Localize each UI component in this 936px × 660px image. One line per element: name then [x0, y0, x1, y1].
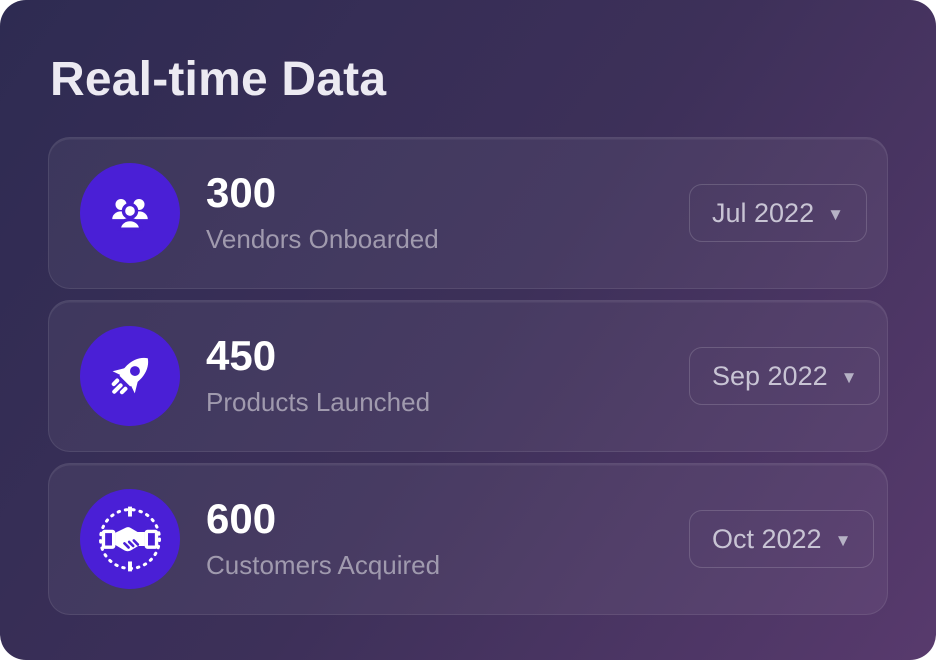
products-period-value: Sep 2022	[712, 360, 828, 391]
stat-card-products: 450 Products Launched Sep 2022 ▼	[48, 300, 888, 452]
people-group-icon	[112, 198, 148, 231]
customers-label: Customers Acquired	[206, 550, 441, 581]
vendors-period-value: Jul 2022	[712, 197, 815, 228]
vendors-label: Vendors Onboarded	[206, 224, 439, 255]
stat-card-customers: 600 Customers Acquired Oct 2022 ▼	[48, 463, 888, 615]
stat-card-vendors: 300 Vendors Onboarded Jul 2022 ▼	[48, 137, 888, 289]
customers-metric: 600 Customers Acquired	[206, 494, 441, 581]
customers-value: 600	[206, 494, 277, 542]
chevron-down-icon: ▼	[840, 367, 858, 387]
products-period-dropdown[interactable]: Sep 2022 ▼	[689, 347, 881, 405]
chevron-down-icon: ▼	[827, 204, 844, 224]
chevron-down-icon: ▼	[834, 530, 852, 550]
handshake-icon	[99, 506, 161, 572]
products-metric: 450 Products Launched	[206, 331, 431, 418]
customers-period-dropdown[interactable]: Oct 2022 ▼	[689, 510, 875, 568]
products-label: Products Launched	[206, 387, 431, 418]
vendors-metric: 300 Vendors Onboarded	[206, 168, 439, 255]
vendors-period-dropdown[interactable]: Jul 2022 ▼	[689, 184, 867, 242]
vendors-value: 300	[206, 168, 277, 216]
products-value: 450	[206, 331, 277, 379]
customers-period-value: Oct 2022	[712, 523, 822, 554]
rocket-icon	[111, 357, 149, 395]
products-icon-circle	[80, 326, 180, 426]
page-title: Real-time Data	[50, 53, 387, 106]
customers-icon-circle	[80, 489, 180, 589]
vendors-icon-circle	[80, 163, 180, 263]
